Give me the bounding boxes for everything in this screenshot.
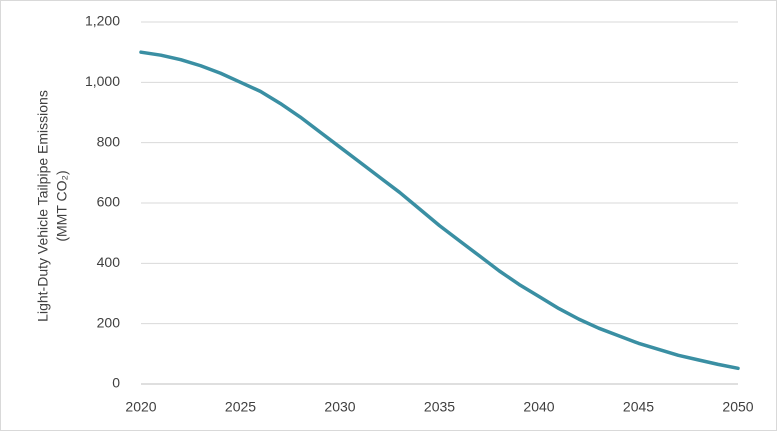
y-tick-label: 200 [97, 314, 121, 330]
x-tick-label: 2025 [225, 399, 256, 415]
y-axis-title-line: (MMT CO₂) [54, 170, 70, 241]
x-tick-label: 2020 [125, 399, 156, 415]
y-axis-title: Light-Duty Vehicle Tailpipe Emissions (M… [35, 90, 70, 322]
x-tick-label: 2030 [324, 399, 355, 415]
x-tick-label: 2045 [623, 399, 654, 415]
y-axis-title-line: Light-Duty Vehicle Tailpipe Emissions [35, 90, 51, 322]
x-tick-label: 2050 [722, 399, 753, 415]
y-tick-label: 600 [97, 194, 121, 210]
y-tick-label: 1,000 [85, 73, 120, 89]
y-tick-label: 400 [97, 254, 121, 270]
x-tick-label: 2035 [424, 399, 455, 415]
y-tick-label: 800 [97, 133, 121, 149]
x-tick-label: 2040 [523, 399, 554, 415]
y-tick-label: 0 [112, 375, 120, 391]
line [139, 50, 740, 371]
y-tick-label: 1,200 [85, 13, 120, 29]
